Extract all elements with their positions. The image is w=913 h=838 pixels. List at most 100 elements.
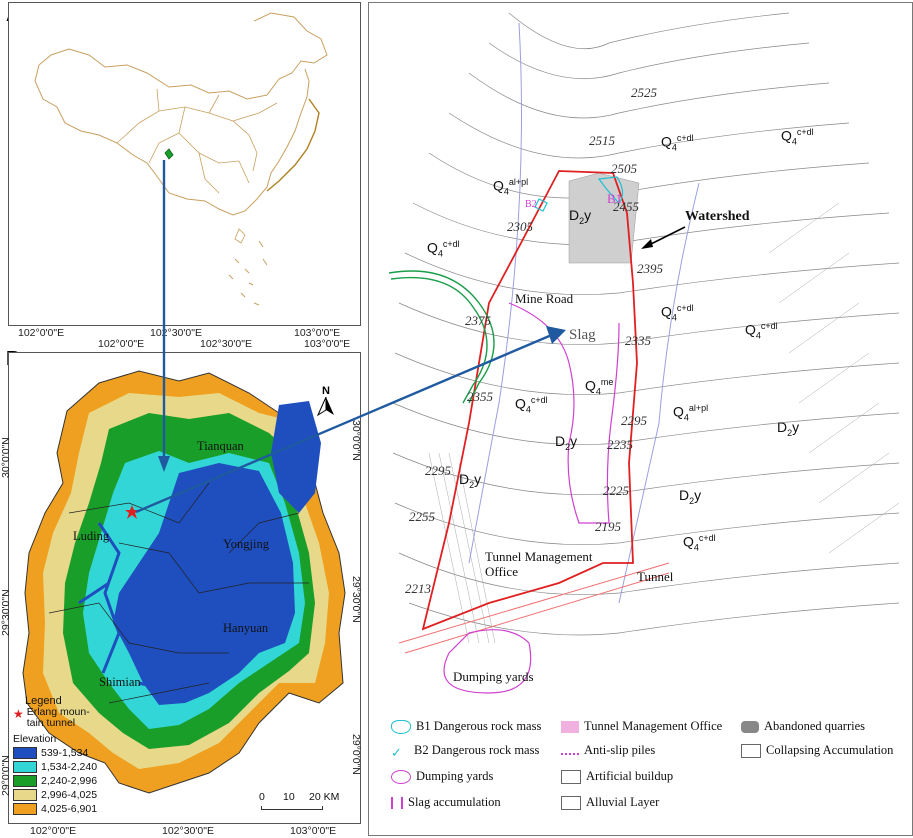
c-legend-quarry: Abandoned quarries	[741, 719, 865, 734]
legend-class-1-label: 539-1,534	[41, 747, 89, 759]
panel-c-map: 2525 2515 2505 2455 2305 2395 2375 2355 …	[368, 2, 913, 836]
legend-class-5-label: 4,025-6,901	[41, 803, 98, 815]
contour-2395: 2395	[637, 261, 663, 276]
swatch-2	[13, 761, 37, 774]
panel-b-lon-2: 102°30'0"E	[162, 825, 214, 837]
geo-d2y-5: D2y	[777, 419, 800, 438]
contour-2355-a: 2355	[467, 389, 493, 404]
c-legend-b1: B1 Dangerous rock mass	[391, 719, 541, 735]
north-arrow: N	[316, 385, 336, 417]
tunnel-star-icon	[125, 505, 139, 519]
geo-q4-cdl-3: Q4c+dl	[427, 239, 460, 259]
c-legend-collapse: Collapsing Accumulation	[741, 743, 893, 759]
geo-q4-cdl-7: Q4c+dl	[683, 533, 716, 553]
legend-class-3: 2,240-2,996	[13, 775, 98, 788]
geo-d2y-2: D2y	[555, 433, 578, 452]
office-icon	[561, 721, 579, 734]
panel-b-lat-left-2: 29°30'0"N	[0, 589, 12, 636]
panel-b-lat-left-3: 29°0'0"N	[0, 755, 12, 796]
geo-q4-me: Q4me	[585, 377, 614, 397]
scale-10: 10	[283, 791, 295, 803]
panel-a-map	[8, 2, 361, 326]
b2-icon: ✓	[391, 745, 402, 761]
dumping-yards-label: Dumping yards	[453, 669, 534, 684]
place-shimian: Shimian	[99, 675, 141, 689]
geo-q4-cdl-2: Q4c+dl	[661, 133, 694, 153]
contour-2525: 2525	[631, 85, 657, 100]
contour-2213: 2213	[405, 581, 431, 596]
contour-2225: 2225	[603, 483, 629, 498]
scale-0: 0	[259, 791, 265, 803]
panel-b-lat-left-1: 30°0'0"N	[0, 437, 12, 478]
collapse-icon	[741, 744, 761, 759]
piles-icon	[561, 747, 579, 756]
b1-label: B1	[607, 191, 623, 206]
quarry-icon	[741, 721, 759, 734]
geo-q4-alpl-2: Q4al+pl	[673, 403, 709, 423]
geo-d2y-4: D2y	[679, 487, 702, 506]
swatch-5	[13, 803, 37, 816]
c-legend-piles: Anti-slip piles	[561, 743, 655, 758]
legend-class-2-label: 1,534-2,240	[41, 761, 98, 773]
scale-bar: 0 10 20 KM	[259, 791, 349, 811]
c-legend-b2: ✓ B2 Dangerous rock mass	[391, 743, 540, 761]
slag-icon	[391, 797, 403, 810]
legend-class-3-label: 2,240-2,996	[41, 775, 98, 787]
contour-2295: 2295	[621, 413, 647, 428]
artificial-icon	[561, 770, 581, 785]
place-yongjing: Yongjing	[223, 537, 269, 551]
contour-2455: 2455	[613, 199, 639, 214]
legend-tunnel-label: Erlang moun- tain tunnel	[26, 706, 90, 729]
panel-b-top-lon-3: 103°0'0"E	[304, 338, 351, 350]
geo-q4-cdl-6: Q4c+dl	[515, 395, 548, 415]
panel-b-top-lon-2: 102°30'0"E	[200, 338, 252, 350]
legend-class-4: 2,996-4,025	[13, 789, 98, 802]
watershed-arrow-icon	[641, 226, 686, 249]
north-arrow-icon	[316, 397, 334, 417]
geo-d2y-3: D2y	[459, 471, 482, 490]
legend-class-4-label: 2,996-4,025	[41, 789, 98, 801]
legend-class-5: 4,025-6,901	[13, 803, 98, 816]
place-luding: Luding	[73, 529, 110, 543]
study-area-marker	[164, 148, 174, 160]
contour-2195: 2195	[595, 519, 621, 534]
place-tianquan: Tianquan	[197, 439, 244, 453]
contour-2295-b: 2295	[425, 463, 451, 478]
legend-class-1: 539-1,534	[13, 747, 89, 760]
contour-2515: 2515	[589, 133, 615, 148]
panel-b-top-lon-1: 102°0'0"E	[98, 338, 145, 350]
b1-icon	[391, 720, 411, 735]
scale-20: 20 KM	[309, 791, 340, 803]
panel-b-lat-right-1: 30°0'0"N	[350, 420, 362, 461]
contour-2505: 2505	[611, 161, 637, 176]
contour-2255: 2255	[409, 509, 435, 524]
panel-b-map: N Tianquan Luding Yongjing Hanyuan Shimi…	[8, 352, 361, 824]
contour-2335: 2335	[625, 333, 651, 348]
slag-label: Slag	[569, 327, 596, 343]
geo-q4-cdl-5: Q4c+dl	[745, 321, 778, 341]
legend-star-icon: ★	[13, 707, 24, 721]
legend-title: Legend	[25, 695, 62, 707]
contour-2235: 2235	[607, 437, 633, 452]
tunnel-office-label: Tunnel Management Office	[485, 549, 593, 579]
legend-elevation-title: Elevation	[13, 733, 57, 745]
alluvial-icon	[561, 796, 581, 811]
c-legend-artificial: Artificial buildup	[561, 769, 673, 785]
c-legend-alluvial: Alluvial Layer	[561, 795, 659, 811]
c-legend-dumping: Dumping yards	[391, 769, 493, 785]
panel-a-lon-2: 102°30'0"E	[150, 327, 202, 339]
panel-b-lat-right-3: 29°0'0"N	[350, 734, 362, 775]
geo-d2y-1: D2y	[569, 207, 592, 226]
place-hanyuan: Hanyuan	[223, 621, 269, 635]
geo-q4-cdl-1: Q4c+dl	[781, 127, 814, 147]
tunnel-label: Tunnel	[637, 569, 674, 584]
panel-b-lon-1: 102°0'0"E	[30, 825, 77, 837]
panel-b-lat-right-2: 29°30'0"N	[350, 576, 362, 623]
panel-b-lon-3: 103°0'0"E	[290, 825, 337, 837]
b2-label: B2	[525, 199, 537, 210]
swatch-4	[13, 789, 37, 802]
watershed-label: Watershed	[685, 209, 750, 224]
panel-a-lon-1: 102°0'0"E	[18, 327, 65, 339]
c-legend-slag: Slag accumulation	[391, 795, 501, 810]
mine-road-label: Mine Road	[515, 291, 574, 306]
